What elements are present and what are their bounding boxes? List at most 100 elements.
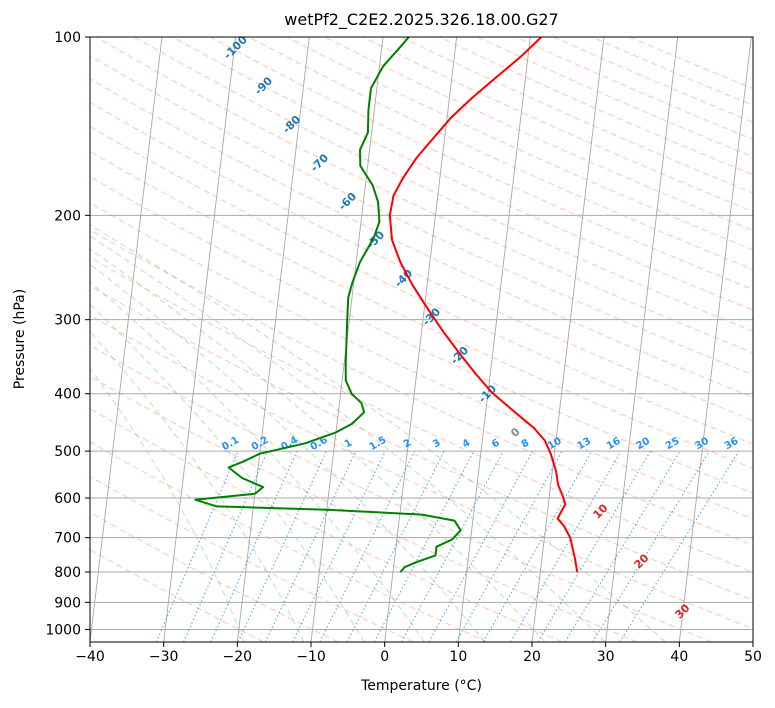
moist-adiabat-line [90, 248, 546, 642]
x-axis-label: Temperature (°C) [361, 678, 482, 694]
sounding-traces [194, 37, 579, 573]
dry-adiabat-line [90, 476, 414, 642]
mixing-ratio-label: 16 [605, 436, 623, 453]
moist-adiabat-line [90, 263, 485, 642]
isotherm-line [16, 37, 88, 642]
mixing-ratio-line [401, 450, 504, 642]
y-tick-label: 600 [54, 491, 81, 507]
x-tick-label: 0 [380, 649, 389, 665]
y-tick-label: 700 [54, 531, 81, 547]
mixing-ratio-label: 36 [723, 436, 741, 453]
mixing-ratio-line [564, 450, 681, 642]
x-tick-label: −20 [223, 649, 253, 665]
dry-adiabat-label: -70 [308, 151, 331, 174]
dry-adiabat-line [362, 37, 753, 213]
isotherm-line [605, 37, 679, 642]
moist-adiabat-line [90, 281, 425, 642]
dry-adiabat-line [515, 37, 753, 140]
x-tick-label: 40 [670, 649, 688, 665]
mixing-ratio-label: 13 [576, 436, 594, 453]
dry-adiabat-label: 10 [591, 501, 611, 521]
dry-adiabat-line [90, 549, 264, 642]
x-tick-label: 30 [597, 649, 615, 665]
mixing-ratio-label: 3 [431, 437, 443, 450]
dry-adiabat-label: 30 [673, 601, 693, 621]
x-tick-label: −10 [296, 649, 326, 665]
dry-adiabat-line [248, 37, 753, 271]
dry-adiabat-line [90, 176, 753, 494]
dry-adiabat-line [90, 55, 753, 376]
mixing-ratio-label: 30 [693, 436, 711, 453]
x-tick-label: 20 [523, 649, 541, 665]
temperature-profile-line [388, 37, 579, 573]
dry-adiabat-line [90, 150, 753, 469]
isotherm-line [384, 37, 458, 642]
mixing-ratio-line [237, 450, 327, 642]
dry-adiabat-label: -90 [252, 74, 275, 97]
dry-adiabat-label: -60 [336, 190, 359, 213]
dry-adiabat-line [90, 375, 638, 642]
y-tick-label: 1000 [45, 622, 81, 638]
isotherm-line [236, 37, 310, 642]
dry-adiabat-line [90, 344, 712, 642]
isotherm-line [457, 37, 531, 642]
mixing-ratio-label: 1 [343, 437, 355, 450]
moist-adiabat-line [90, 235, 606, 642]
mixing-ratio-line [537, 450, 651, 642]
mixing-ratio-label: 4 [461, 437, 473, 450]
dry-adiabat-line [133, 37, 753, 332]
mixing-ratio-line [155, 450, 239, 642]
mixing-ratio-line [482, 450, 593, 642]
dry-adiabat-line [90, 408, 563, 642]
moist-adiabat-line [90, 303, 365, 642]
mixing-ratio-label: 0.4 [279, 435, 300, 453]
y-tick-label: 400 [54, 387, 81, 403]
mixing-ratio-label: 0.1 [220, 435, 241, 453]
moist-adiabat-line [90, 224, 666, 642]
mixing-ratio-line [619, 450, 740, 642]
chart-title: wetPf2_C2E2.2025.326.18.00.G27 [284, 10, 559, 29]
mixing-ratio-label: 6 [490, 437, 502, 450]
mixing-ratio-line [591, 450, 710, 642]
dry-adiabat-line [172, 37, 753, 311]
mixing-ratio-line [455, 450, 563, 642]
moist-adiabat-line [90, 331, 305, 642]
mixing-ratio-line [319, 450, 416, 642]
mixing-ratio-line [292, 450, 386, 642]
plot-frame [89, 36, 754, 643]
dry-adiabat-line [90, 256, 753, 573]
mixing-ratio-line [373, 450, 475, 642]
dry-adiabat-line [90, 441, 488, 642]
dry-adiabat-label: 40 [714, 651, 734, 671]
dry-adiabat-line [400, 37, 753, 194]
x-tick-label: 50 [744, 649, 762, 665]
isotherm-line [163, 37, 237, 642]
dewpoint-profile-line [194, 37, 462, 573]
y-tick-label: 300 [54, 313, 81, 329]
x-tick-label: −40 [75, 649, 105, 665]
dry-adiabat-label: 20 [632, 551, 652, 571]
dry-adiabat-line [90, 511, 339, 642]
dry-adiabat-line [90, 78, 753, 398]
axes: −40 −30 −20 −10 0 10 20 30 40 5010020030040050060… [45, 30, 762, 665]
isotherm-line [531, 37, 605, 642]
isotherm-line [678, 37, 752, 642]
dry-adiabat-line [553, 37, 753, 123]
x-tick-label: −30 [149, 649, 179, 665]
mixing-ratio-line [183, 450, 268, 642]
mixing-ratio-label: 2 [402, 437, 414, 450]
background-lines [0, 37, 753, 642]
dry-adiabat-label: 0 [508, 425, 523, 440]
mixing-ratio-label: 1.5 [368, 435, 389, 453]
mixing-ratio-line [210, 450, 298, 642]
y-tick-label: 900 [54, 595, 81, 611]
dry-adiabat-line [324, 37, 753, 232]
y-tick-label: 500 [54, 444, 81, 460]
isotherm-line [0, 37, 15, 642]
y-tick-label: 200 [54, 208, 81, 224]
mixing-ratio-line [264, 450, 357, 642]
y-tick-label: 100 [54, 30, 81, 46]
isotherm-line [752, 638, 753, 642]
y-tick-label: 800 [54, 565, 81, 581]
